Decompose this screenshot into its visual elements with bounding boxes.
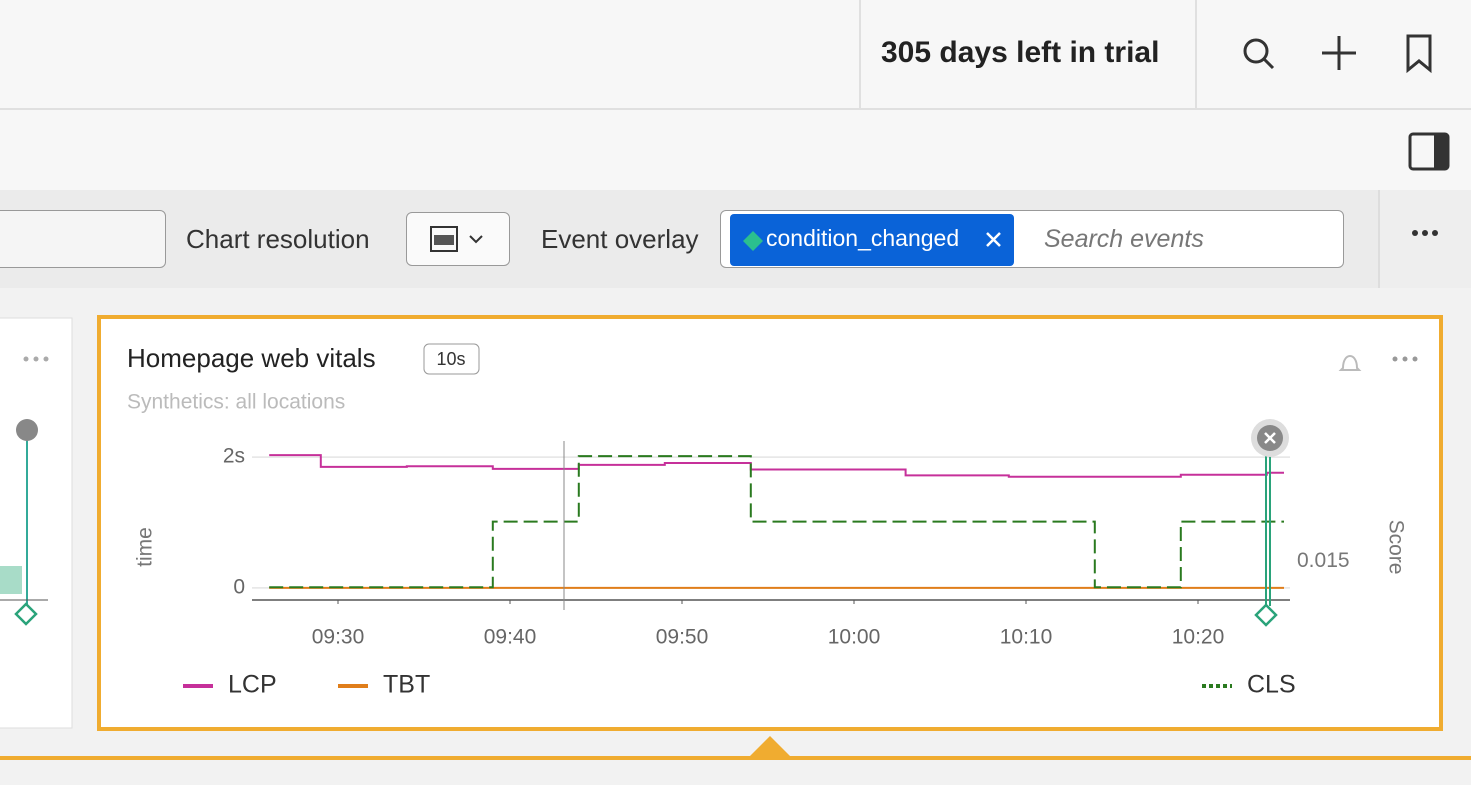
divider — [859, 0, 861, 110]
x-tick-label: 09:50 — [656, 626, 709, 649]
filter-input[interactable] — [0, 210, 166, 268]
card-menu[interactable] — [1392, 356, 1418, 362]
event-chip[interactable]: condition_changed — [730, 214, 1014, 266]
resolution-select[interactable] — [406, 212, 510, 266]
subtitle: Synthetics: all locations — [127, 391, 345, 414]
overlay-label: Event overlay — [541, 224, 699, 254]
x-tick-label: 10:20 — [1172, 626, 1225, 649]
alert-icon[interactable] — [1338, 355, 1362, 371]
more-menu[interactable] — [1378, 190, 1471, 288]
bookmark-icon[interactable] — [1406, 34, 1432, 74]
series-line — [269, 455, 1284, 589]
x-tick-label: 09:30 — [312, 626, 365, 649]
chip-remove[interactable] — [984, 230, 1004, 250]
sub-bar — [0, 110, 1471, 190]
legend-label: TBT — [383, 671, 430, 699]
chart-title: Homepage web vitals — [127, 343, 376, 373]
series-line — [269, 454, 1284, 478]
badge-box — [423, 343, 480, 375]
badge: 10s — [436, 349, 465, 369]
y-tick-label: 0 — [233, 575, 245, 598]
x-tick-label: 10:00 — [828, 626, 881, 649]
x-tick-label: 09:40 — [484, 626, 537, 649]
chart: Homepage web vitals 10s Synthetics: all … — [0, 315, 1471, 760]
more-icon — [1412, 230, 1438, 236]
x-tick-label: 10:10 — [1000, 626, 1053, 649]
panel-icon[interactable] — [1408, 132, 1452, 172]
y2-tick-label: 0.015 — [1297, 549, 1350, 572]
chart-card — [97, 315, 1443, 731]
y-tick-label: 2s — [223, 445, 245, 468]
chip-text: condition_changed — [766, 225, 960, 251]
chip-diamond — [743, 231, 763, 251]
trial-text[interactable]: 305 days left in trial — [881, 36, 1160, 69]
top-icons — [1243, 34, 1432, 74]
side-area — [0, 566, 22, 594]
legend-label: LCP — [228, 671, 277, 699]
y-axis-label: time — [134, 527, 157, 567]
divider — [1195, 0, 1197, 110]
side-card — [0, 317, 73, 729]
legend-label: CLS — [1247, 671, 1296, 699]
search-placeholder: Search events — [1044, 225, 1204, 253]
event-input[interactable]: condition_changed Search events — [720, 210, 1344, 268]
search-icon[interactable] — [1243, 38, 1269, 64]
y2-axis-label: Score — [1384, 520, 1407, 575]
resolution-label: Chart resolution — [186, 224, 370, 254]
top-bar: 305 days left in trial — [0, 0, 1471, 110]
event-marker[interactable] — [1254, 603, 1278, 627]
toolbar: Chart resolution Event overlay condition… — [0, 190, 1471, 288]
resolution-icon — [430, 226, 483, 252]
